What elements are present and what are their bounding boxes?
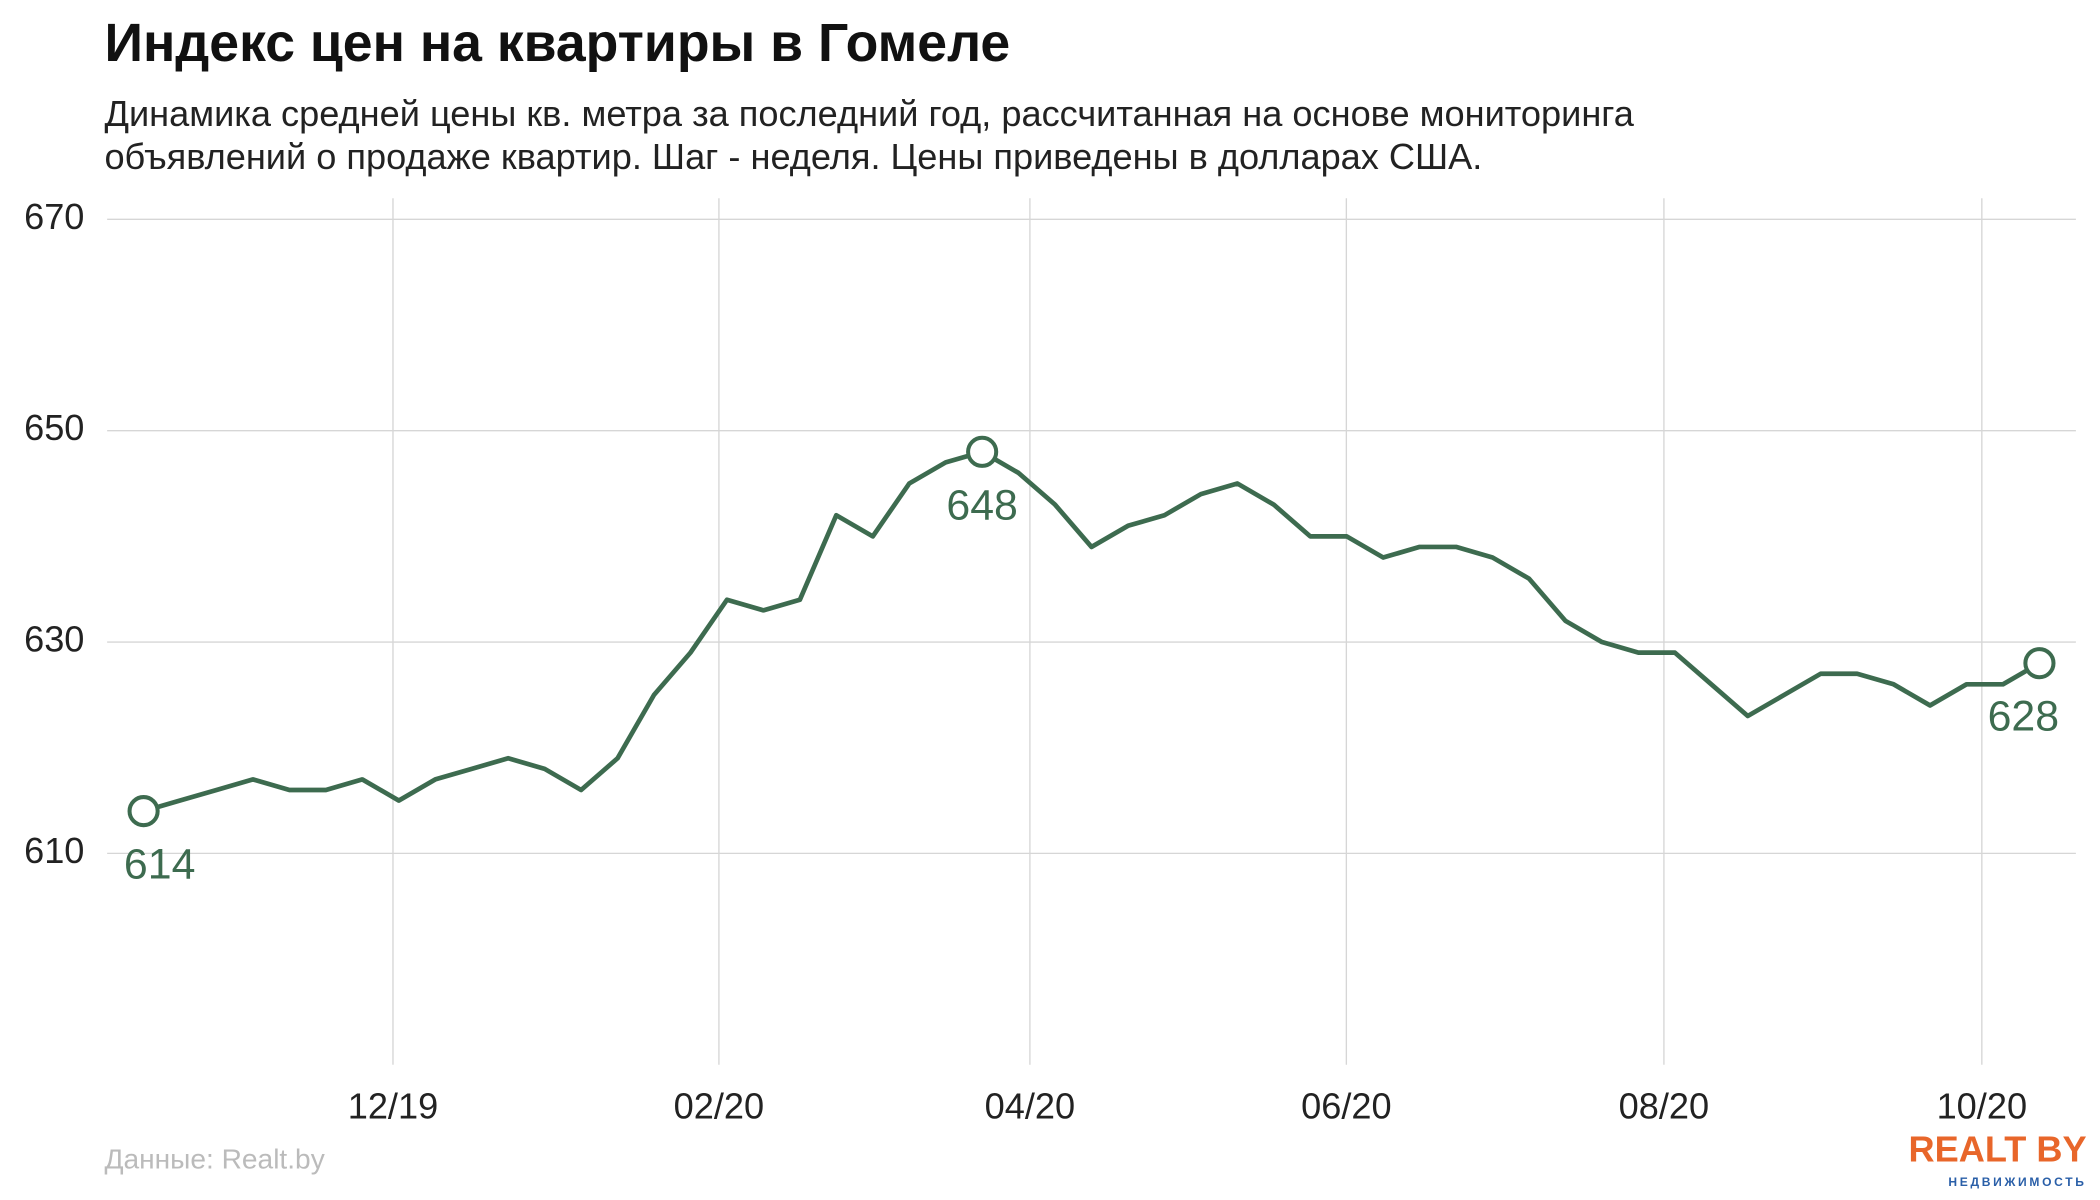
y-tick-label: 650 <box>24 407 84 448</box>
point-marker <box>966 435 999 468</box>
point-marker <box>127 795 160 828</box>
logo: REALT BY <box>1908 1128 2086 1169</box>
x-tick-label: 08/20 <box>1619 1085 1709 1126</box>
y-tick-label: 610 <box>24 830 84 871</box>
source: Данные: Realt.by <box>104 1144 324 1175</box>
chart-subtitle: Динамика средней цены кв. метра за после… <box>104 93 1634 134</box>
x-tick-label: 06/20 <box>1301 1085 1391 1126</box>
x-tick-label: 12/19 <box>348 1085 438 1126</box>
x-tick-label: 10/20 <box>1937 1085 2027 1126</box>
y-tick-label: 670 <box>24 196 84 237</box>
chart-title: Индекс цен на квартиры в Гомеле <box>104 14 1010 73</box>
data-label: 614 <box>124 841 195 889</box>
data-label: 648 <box>946 481 1017 529</box>
y-tick-label: 630 <box>24 619 84 660</box>
x-tick-label: 04/20 <box>985 1085 1075 1126</box>
data-label: 628 <box>1988 693 2059 741</box>
logo-tagline: НЕДВИЖИМОСТЬ <box>1948 1175 2086 1189</box>
point-marker <box>2023 647 2056 680</box>
chart-subtitle: объявлений о продаже квартир. Шаг - неде… <box>104 136 1482 177</box>
line <box>142 449 2041 814</box>
x-tick-label: 02/20 <box>674 1085 764 1126</box>
